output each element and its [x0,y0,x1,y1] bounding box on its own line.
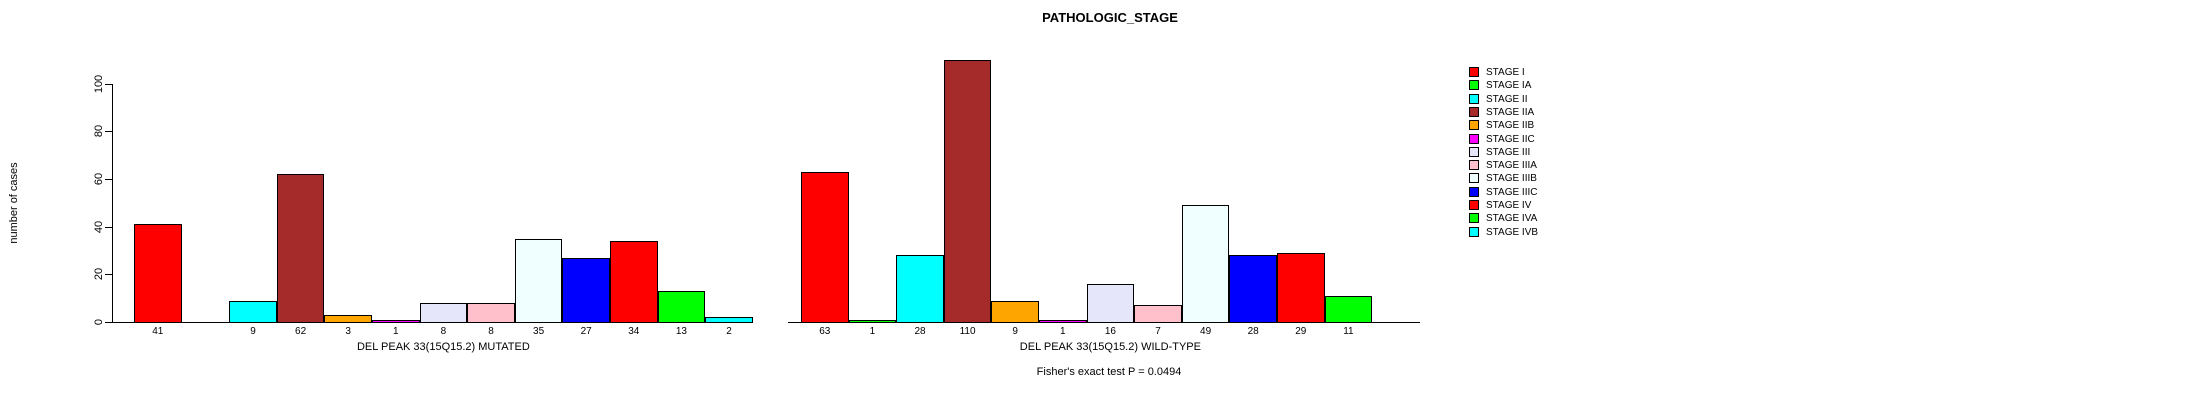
y-axis-line [112,83,113,323]
bar-value-label: 1 [869,326,876,337]
bar [372,319,420,323]
legend-label: STAGE IIIB [1486,173,1537,185]
bar-value-label: 110 [959,326,976,337]
bar [848,319,897,323]
bar-value-label: 28 [1247,326,1259,337]
legend-swatch [1469,106,1479,117]
bar [1134,305,1182,323]
bar [1229,255,1277,323]
y-tick [105,322,112,323]
bar-value-label: 34 [628,326,640,337]
legend-label: STAGE II [1486,93,1528,105]
bar [324,314,372,323]
bar [991,300,1039,323]
x-axis-title: DEL PEAK 33(15Q15.2) MUTATED [356,341,530,353]
bar [514,238,563,323]
legend-label: STAGE IVA [1486,213,1538,225]
y-tick [105,131,112,133]
bar [610,240,658,323]
legend-swatch [1469,200,1479,210]
bar-value-label: 35 [533,326,545,337]
bar [1324,295,1373,323]
bar-value-label: 28 [914,326,926,337]
bar [801,171,849,323]
y-tick [105,274,112,276]
bar-value-label: 9 [250,326,256,337]
bar-value-label: 63 [819,326,831,337]
legend-swatch [1469,120,1479,131]
bar-value-label: 16 [1104,326,1116,337]
legend-label: STAGE IIIC [1486,186,1538,198]
legend-label: STAGE IIC [1486,133,1535,145]
bar-value-label: 27 [580,326,592,337]
y-axis-label: number of cases [8,162,20,244]
legend-label: STAGE IVB [1486,226,1539,238]
bar [134,224,182,323]
fisher-test-caption: Fisher's exact test P = 0.0494 [1036,366,1182,378]
bar-value-label: 3 [345,326,351,337]
legend-swatch [1469,186,1479,197]
bar-value-label: 8 [440,326,447,337]
legend-swatch [1469,213,1479,224]
y-tick-label: 20 [93,268,105,281]
legend-label: STAGE IIB [1486,120,1535,132]
legend-swatch [1469,146,1479,157]
legend-swatch [1469,93,1479,104]
bar [1277,252,1325,323]
bar-value-label: 9 [1012,326,1018,337]
legend-label: STAGE III [1486,146,1531,158]
bar [896,255,944,323]
legend-label: STAGE IIA [1486,106,1535,118]
y-tick [105,226,112,228]
legend-swatch [1469,80,1479,91]
y-tick-label: 60 [93,172,105,186]
bar-value-label: 49 [1200,326,1212,337]
bar [1039,319,1087,323]
legend-label: STAGE IIIA [1486,160,1537,172]
bar [562,257,610,323]
y-tick-label: 0 [93,318,105,326]
legend-swatch [1469,160,1479,171]
bar [1181,205,1230,323]
bar-value-label: 11 [1343,326,1354,337]
bar [419,302,468,323]
bar [1086,283,1135,323]
bar [467,302,515,323]
bar-value-label: 1 [1060,326,1066,337]
chart-title: PATHOLOGIC_STAGE [1042,10,1178,25]
bar-value-label: 29 [1295,326,1307,337]
bar [657,290,706,323]
legend-label: STAGE IV [1486,200,1532,211]
bar-value-label: 8 [488,326,494,337]
legend-label: STAGE IA [1486,80,1532,92]
y-tick-label: 40 [93,220,105,233]
bar-value-label: 62 [295,326,307,337]
legend-label: STAGE I [1486,67,1525,78]
y-tick-label: 80 [93,125,105,138]
y-tick [105,178,112,180]
bar [276,174,325,323]
legend-swatch [1469,67,1479,77]
x-axis-title: DEL PEAK 33(15Q15.2) WILD-TYPE [1019,341,1201,353]
legend-swatch [1469,173,1479,184]
bar-value-label: 41 [152,326,164,337]
bar [229,300,277,323]
bar [943,59,992,323]
y-tick [105,83,112,85]
legend-swatch [1469,133,1479,144]
legend-swatch [1469,226,1479,237]
bar [705,317,753,323]
bar-value-label: 7 [1155,326,1161,337]
bar-value-label: 2 [726,326,732,337]
bar-value-label: 1 [393,326,399,337]
bar-value-label: 13 [675,326,687,337]
y-tick-label: 100 [93,74,105,93]
